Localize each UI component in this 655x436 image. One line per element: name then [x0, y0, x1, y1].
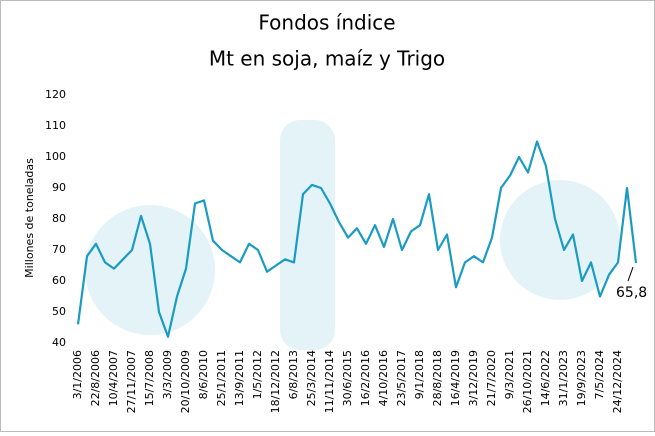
- x-tick-label: 15/7/2008: [143, 350, 156, 406]
- y-tick-label: 110: [45, 119, 66, 132]
- y-tick-label: 100: [45, 150, 66, 163]
- y-tick-label: 80: [52, 212, 66, 225]
- x-tick-label: 18/12/2012: [269, 350, 282, 413]
- x-tick-label: 22/8/2006: [89, 350, 102, 406]
- x-tick-label: 1/5/2012: [251, 350, 264, 399]
- x-tick-label: 21/7/2020: [485, 350, 498, 406]
- chart-title: Fondos índice: [258, 11, 395, 35]
- line: [76, 140, 638, 338]
- x-tick-label: 31/1/2023: [557, 350, 570, 406]
- x-tick-label: 26/10/2021: [521, 350, 534, 413]
- y-tick-label: 70: [52, 243, 66, 256]
- y-tick-label: 60: [52, 274, 66, 287]
- x-tick-label: 10/4/2007: [107, 350, 120, 406]
- x-tick-label: 20/10/2009: [179, 350, 192, 413]
- x-tick-label: 28/8/2018: [431, 350, 444, 406]
- x-tick-label: 19/9/2023: [575, 350, 588, 406]
- watermark: [85, 120, 620, 350]
- x-tick-label: 11/11/2014: [323, 350, 336, 413]
- x-tick-label: 13/9/2011: [233, 350, 246, 406]
- x-tick-label: 16/4/2019: [449, 350, 462, 406]
- y-axis-label: Millones de toneladas: [23, 158, 36, 278]
- x-tick-label: 7/5/2024: [593, 350, 606, 399]
- x-tick-label: 6/8/2013: [287, 350, 300, 399]
- x-tick-label: 16/2/2016: [359, 350, 372, 406]
- x-tick-label: 24/12/2024: [611, 350, 624, 413]
- x-tick-label: 3/3/2009: [161, 350, 174, 399]
- chart-subtitle: Mt en soja, maíz y Trigo: [209, 47, 445, 71]
- x-tick-label: 8/6/2010: [197, 350, 210, 399]
- x-tick-label: 3/12/2019: [467, 350, 480, 406]
- y-tick-label: 90: [52, 181, 66, 194]
- x-tick-label: 25/3/2014: [305, 350, 318, 406]
- x-tick-label: 4/10/2016: [377, 350, 390, 406]
- y-tick-label: 50: [52, 305, 66, 318]
- y-tick-label: 40: [52, 336, 66, 349]
- end-label: 65,8: [616, 285, 647, 301]
- x-tick-label: 27/11/2007: [125, 350, 138, 413]
- x-tick-label: 14/6/2022: [539, 350, 552, 406]
- y-tick-label: 120: [45, 88, 66, 101]
- x-tick-label: 9/3/2021: [503, 350, 516, 399]
- x-tick-label: 30/6/2015: [341, 350, 354, 406]
- x-tick-label: 9/1/2018: [413, 350, 426, 399]
- x-tick-label: 25/1/2011: [215, 350, 228, 406]
- leader-line: [627, 266, 634, 282]
- x-tick-label: 23/5/2017: [395, 350, 408, 406]
- x-tick-label: 3/1/2006: [71, 350, 84, 399]
